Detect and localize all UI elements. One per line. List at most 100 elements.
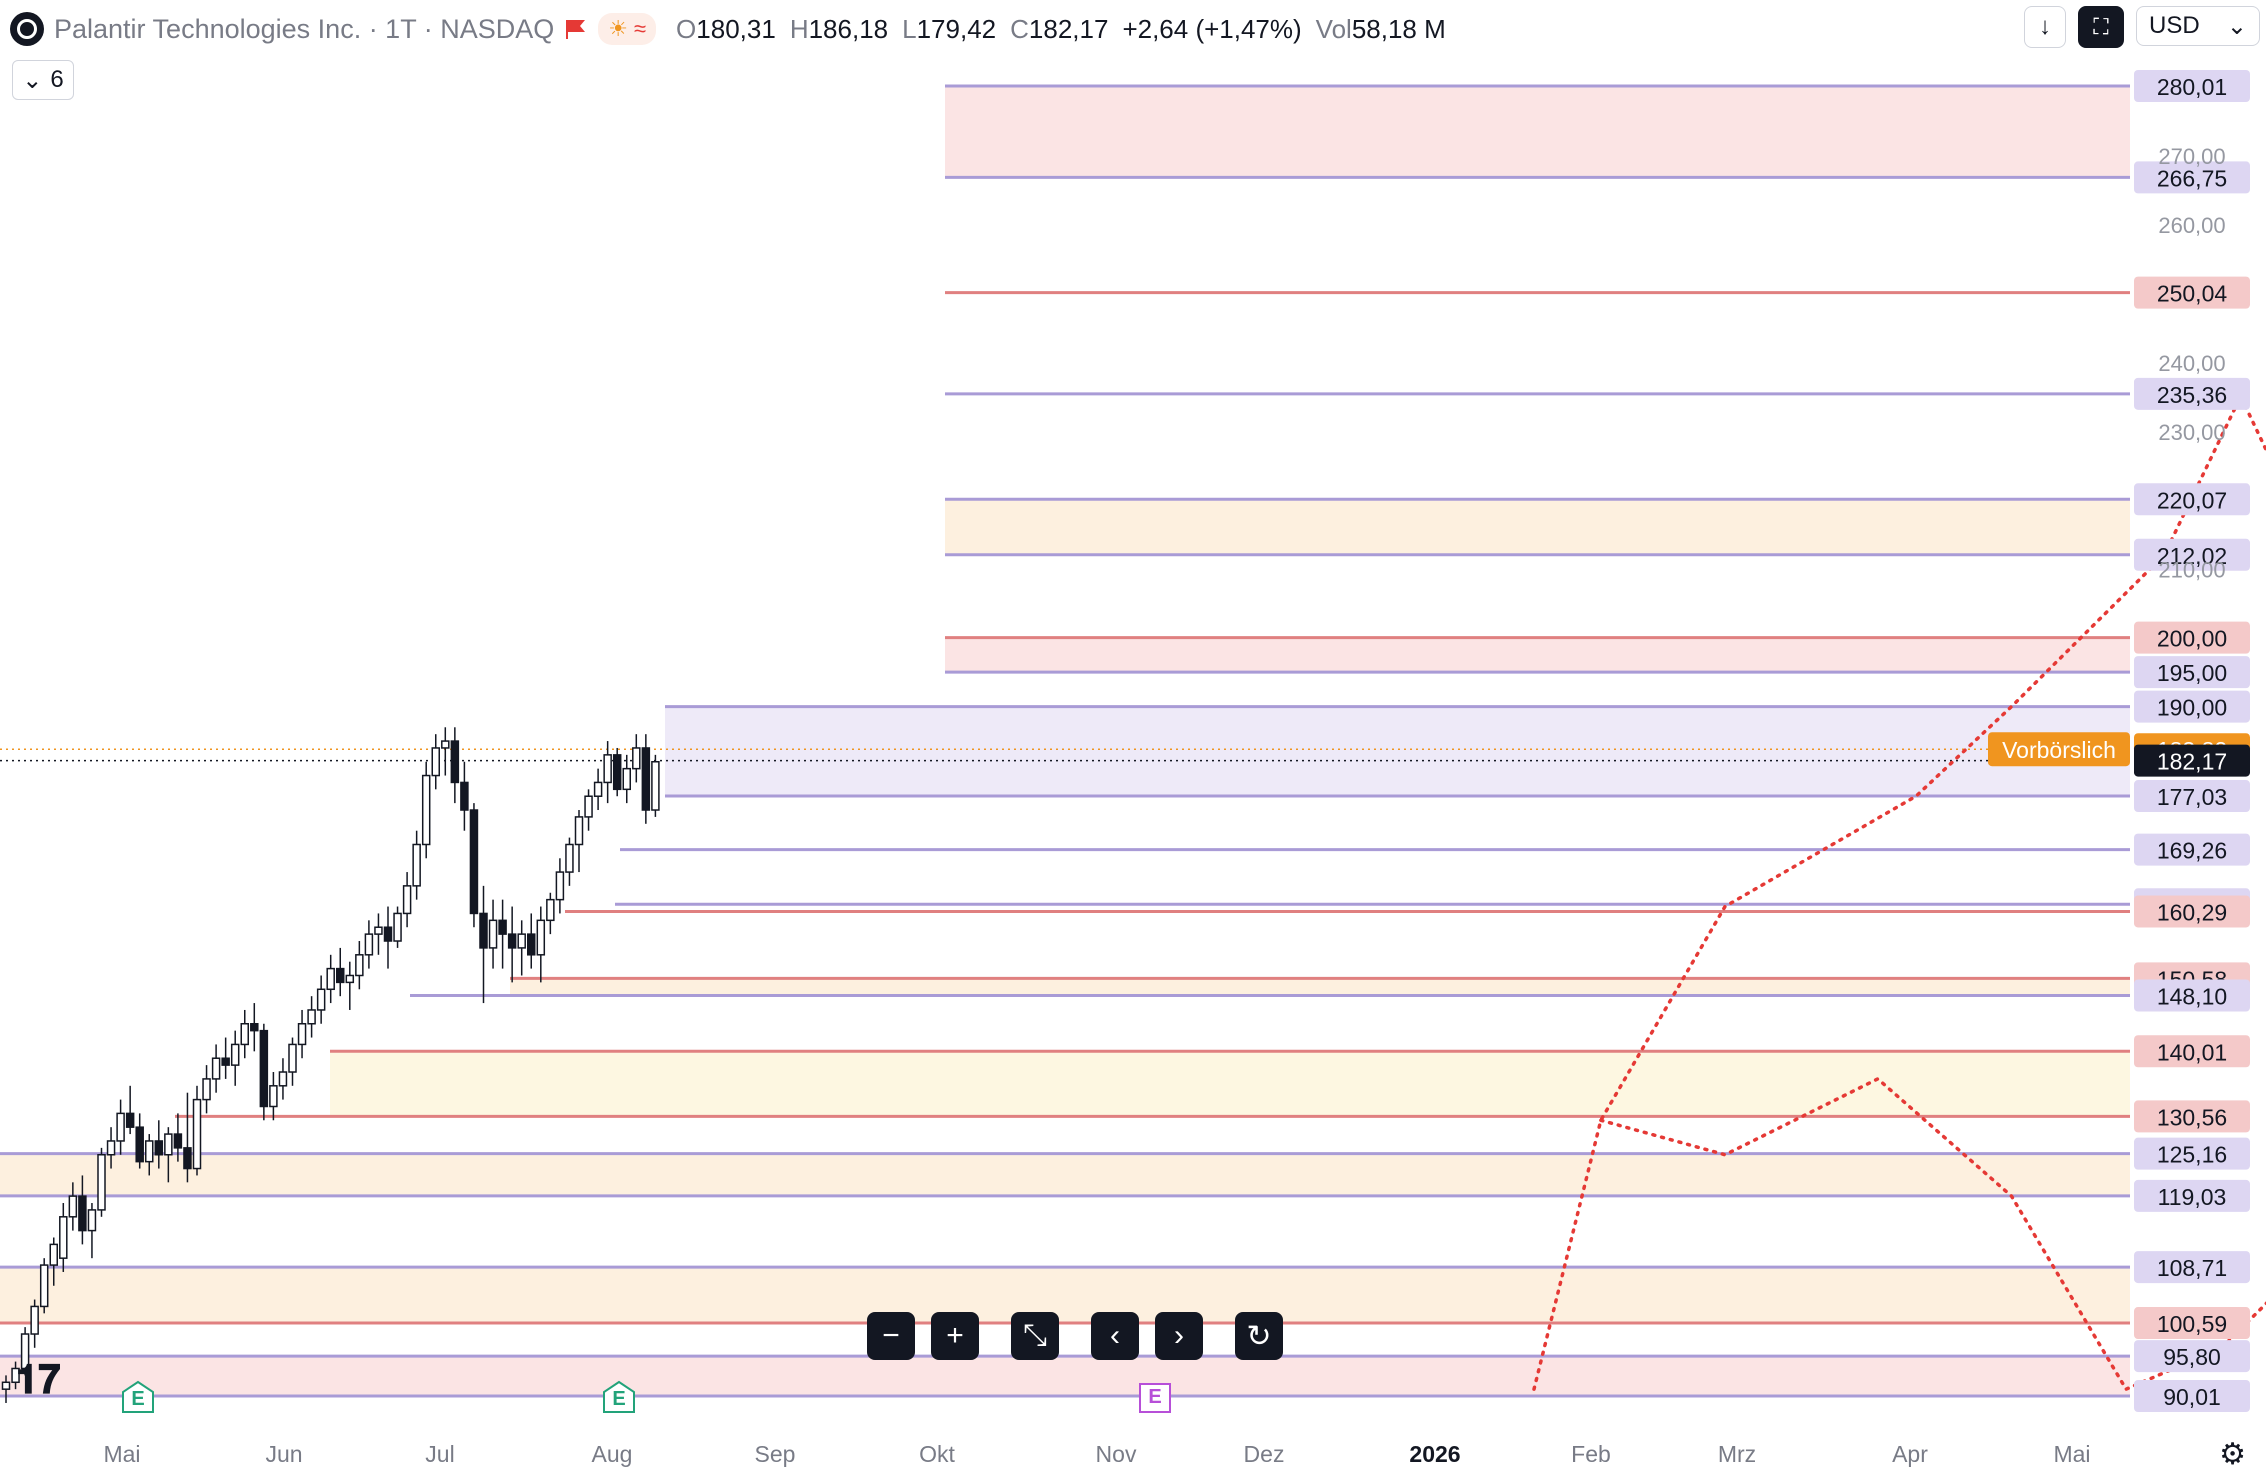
reset-zoom-button[interactable]: ⤡ [1011, 1312, 1059, 1360]
currency-select[interactable]: USD ⌄ [2136, 6, 2260, 46]
level-badge-bg [2134, 780, 2250, 813]
low-value: 179,42 [916, 13, 997, 44]
candle-body [125, 1112, 135, 1128]
candle-body [278, 1071, 288, 1087]
close-value: 182,17 [1028, 13, 1109, 44]
level-badge-bg [2134, 1380, 2250, 1412]
scroll-left-button[interactable]: ‹ [1091, 1312, 1139, 1360]
level-badge: 108,71 [2134, 1251, 2250, 1284]
open-value: 180,31 [696, 13, 776, 44]
arrow-down-icon: ↓ [2039, 13, 2051, 40]
zoom-in-button[interactable]: + [931, 1312, 979, 1360]
candle-body [345, 974, 355, 984]
level-label: 140,01 [2157, 1039, 2227, 1065]
chart-header: Palantir Technologies Inc. · 1T · NASDAQ… [0, 0, 1446, 58]
candle-body [651, 761, 660, 811]
earnings-marker[interactable]: E [602, 1380, 636, 1414]
candle-body [402, 885, 412, 915]
price-tick-label: 270,00 [2158, 144, 2225, 169]
level-badge-bg [2134, 1100, 2250, 1133]
zone-band [0, 1267, 2130, 1324]
price-tick-label: 230,00 [2158, 420, 2225, 445]
candle-body [507, 933, 517, 949]
level-badge: 130,56 [2134, 1100, 2250, 1133]
candle-body [555, 871, 565, 901]
chevron-left-icon: ‹ [1110, 1319, 1120, 1352]
level-label: 280,01 [2157, 74, 2227, 100]
candle-body [30, 1305, 39, 1335]
candle-body [546, 898, 555, 922]
level-badge: 90,01 [2134, 1380, 2250, 1412]
candle-body [59, 1216, 68, 1259]
levels-layer [0, 84, 2130, 1398]
candle-body [450, 740, 460, 784]
zone-band [0, 1356, 2130, 1396]
time-tick-label: Nov [1096, 1441, 1137, 1467]
candle-body [164, 1133, 173, 1156]
time-tick-label: Jul [425, 1441, 454, 1467]
last-price-bg [2134, 744, 2250, 777]
scroll-right-button[interactable]: › [1155, 1312, 1203, 1360]
candle-body [192, 1098, 202, 1170]
collapse-icon: ⤡ [1023, 1319, 1047, 1352]
level-badge-bg [2134, 538, 2250, 571]
price-axis: 280,01 266,75 250,04 235,36 220,07 212,02 200,… [1988, 70, 2250, 1412]
candle-body [259, 1029, 269, 1108]
time-tick-label: Okt [919, 1441, 955, 1467]
level-label: 212,02 [2157, 543, 2227, 569]
zone-band [945, 86, 2130, 178]
candle-body [11, 1367, 20, 1384]
level-badge: 250,04 [2134, 276, 2250, 309]
candle-body [78, 1195, 87, 1232]
level-badge: 200,00 [2134, 621, 2250, 654]
session-status[interactable]: ☀ ≈ [598, 13, 657, 45]
wave-icon: ≈ [633, 16, 647, 41]
price-tick-label: 240,00 [2158, 351, 2225, 376]
level-label: 266,75 [2157, 165, 2227, 191]
candle-body [364, 933, 374, 956]
time-tick-label: Jun [265, 1441, 302, 1467]
candle-body [479, 912, 488, 949]
candle-body [106, 1140, 116, 1156]
earnings-label: E [131, 1388, 145, 1410]
download-button[interactable]: ↓ [2024, 6, 2066, 48]
level-badge-bg [2134, 621, 2250, 654]
level-badge: 119,03 [2134, 1179, 2250, 1212]
chevron-right-icon: › [1174, 1319, 1184, 1352]
time-tick-label: Mai [2053, 1441, 2090, 1467]
candle-body [593, 781, 603, 797]
indicator-toggle[interactable]: ⌄ 6 [12, 60, 74, 100]
last-price-badge: 182,17 [2134, 744, 2250, 777]
level-badge-bg [2134, 1035, 2250, 1068]
projection-path [1599, 1076, 2224, 1392]
currency-value: USD [2149, 12, 2200, 39]
level-label: 125,16 [2157, 1142, 2227, 1168]
level-label: 148,10 [2157, 983, 2227, 1009]
time-tick-label: Feb [1571, 1441, 1611, 1467]
price-tick-label: 210,00 [2158, 558, 2225, 583]
level-badge-bg [2134, 161, 2250, 194]
candle-body [1, 1381, 11, 1390]
ohlc-readout: O180,31 H186,18 L179,42 C182,17 +2,64 (+… [676, 13, 1446, 44]
reset-chart-button[interactable]: ↻ [1235, 1312, 1283, 1360]
candle-body [498, 919, 507, 935]
candle-body [412, 843, 421, 887]
zoom-out-button[interactable]: − [867, 1312, 915, 1360]
chevron-down-icon: ⌄ [2226, 12, 2247, 40]
candle-body [527, 933, 536, 956]
fullscreen-icon: ⛶ [2093, 14, 2109, 39]
level-badge-bg [2134, 656, 2250, 689]
earnings-marker[interactable]: E [121, 1380, 155, 1414]
level-label: 250,04 [2157, 281, 2228, 307]
candle-body [297, 1023, 307, 1046]
settings-gear-icon[interactable]: ⚙ [2219, 1438, 2246, 1471]
time-tick-label: Mrz [1718, 1441, 1756, 1467]
palantir-logo [10, 12, 44, 46]
candle-body [39, 1264, 49, 1308]
fullscreen-button[interactable]: ⛶ [2078, 6, 2124, 48]
upcoming-earnings-marker[interactable]: E [1138, 1380, 1172, 1414]
symbol-title[interactable]: Palantir Technologies Inc. · 1T · NASDAQ [54, 13, 555, 44]
candle-body [97, 1154, 106, 1211]
zone-band [510, 978, 2130, 996]
